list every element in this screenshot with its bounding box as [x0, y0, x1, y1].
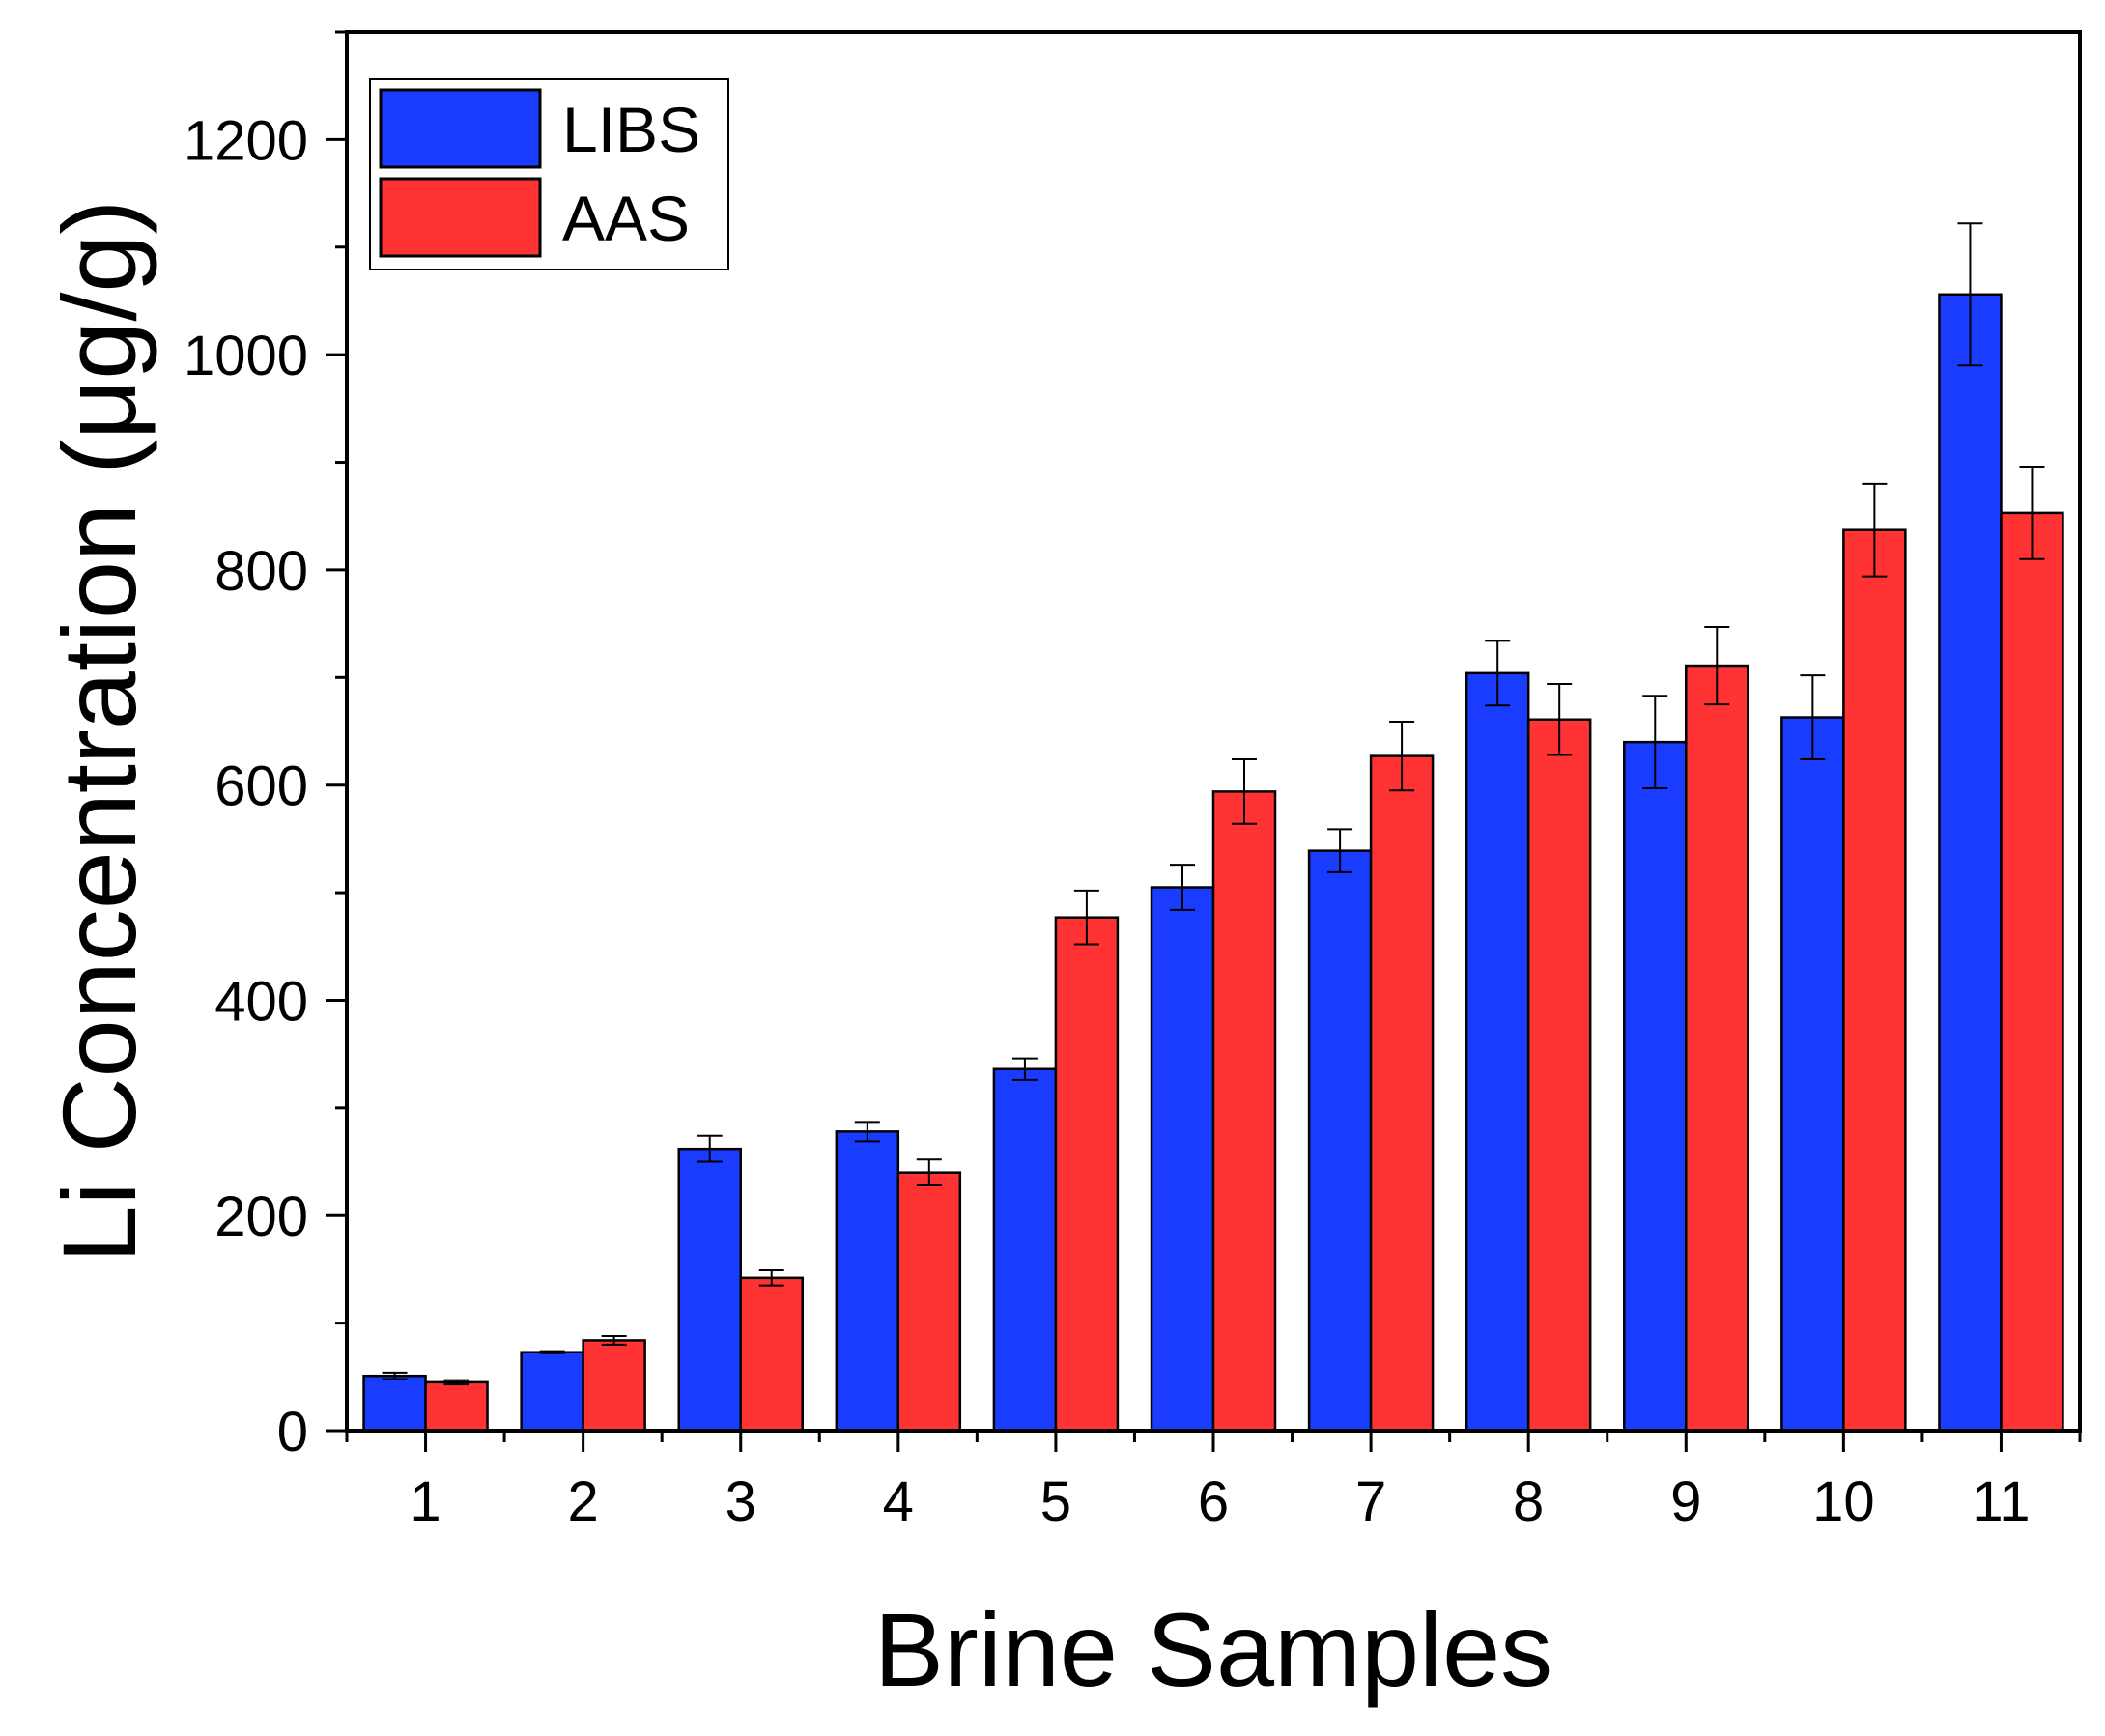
bar	[2000, 511, 2064, 1433]
x-tick-label: 6	[1198, 1470, 1229, 1533]
y-tick-label: 0	[277, 1401, 308, 1464]
y-tick-label: 400	[214, 970, 308, 1033]
bar	[1054, 916, 1120, 1433]
bar	[896, 1171, 962, 1433]
y-tick-label: 800	[214, 540, 308, 603]
bar	[1369, 754, 1435, 1433]
y-axis-title: Li Concentration (μg/g)	[41, 200, 157, 1264]
bar	[1465, 671, 1530, 1433]
x-tick-label: 7	[1355, 1470, 1386, 1533]
bar	[1211, 790, 1277, 1433]
bar	[1780, 716, 1845, 1433]
bar	[835, 1130, 900, 1433]
plot-area	[362, 222, 2064, 1433]
bar	[992, 1067, 1058, 1433]
legend-swatch	[379, 88, 542, 169]
legend-label: LIBS	[562, 94, 700, 165]
bar	[1938, 293, 2003, 1433]
bar	[1307, 849, 1373, 1433]
bar	[362, 1374, 427, 1433]
y-tick-label: 1200	[184, 109, 308, 172]
y-tick-label: 200	[214, 1185, 308, 1248]
bar	[520, 1351, 584, 1433]
plot-frame	[345, 30, 2082, 1433]
y-axis: 0 200 400 600 800 1000 1200	[184, 30, 347, 1464]
bar	[1526, 718, 1592, 1433]
x-axis: 1 2 3 4 5 6 7 8 9 10 11	[345, 1431, 2082, 1533]
x-tick-label: 4	[883, 1470, 914, 1533]
x-tick-label: 5	[1040, 1470, 1071, 1533]
x-tick-label: 3	[725, 1470, 756, 1533]
x-tick-label: 10	[1812, 1470, 1875, 1533]
x-tick-label: 9	[1670, 1470, 1701, 1533]
bar	[1685, 664, 1749, 1433]
bar	[424, 1380, 489, 1433]
y-tick-label: 1000	[184, 325, 308, 387]
legend-swatch	[379, 177, 542, 258]
bar	[1150, 886, 1215, 1433]
x-axis-title: Brine Samples	[874, 1591, 1552, 1708]
bar	[677, 1147, 742, 1433]
bar	[1842, 528, 1907, 1433]
legend: LIBS AAS	[369, 78, 729, 270]
x-tick-label: 11	[1972, 1470, 2030, 1533]
legend-label: AAS	[562, 183, 690, 254]
x-tick-label: 1	[410, 1470, 441, 1533]
bar	[739, 1276, 804, 1433]
bar	[582, 1339, 646, 1433]
y-tick-label: 600	[214, 755, 308, 818]
x-tick-label: 2	[568, 1470, 599, 1533]
bar	[1623, 740, 1688, 1433]
x-tick-label: 8	[1513, 1470, 1544, 1533]
